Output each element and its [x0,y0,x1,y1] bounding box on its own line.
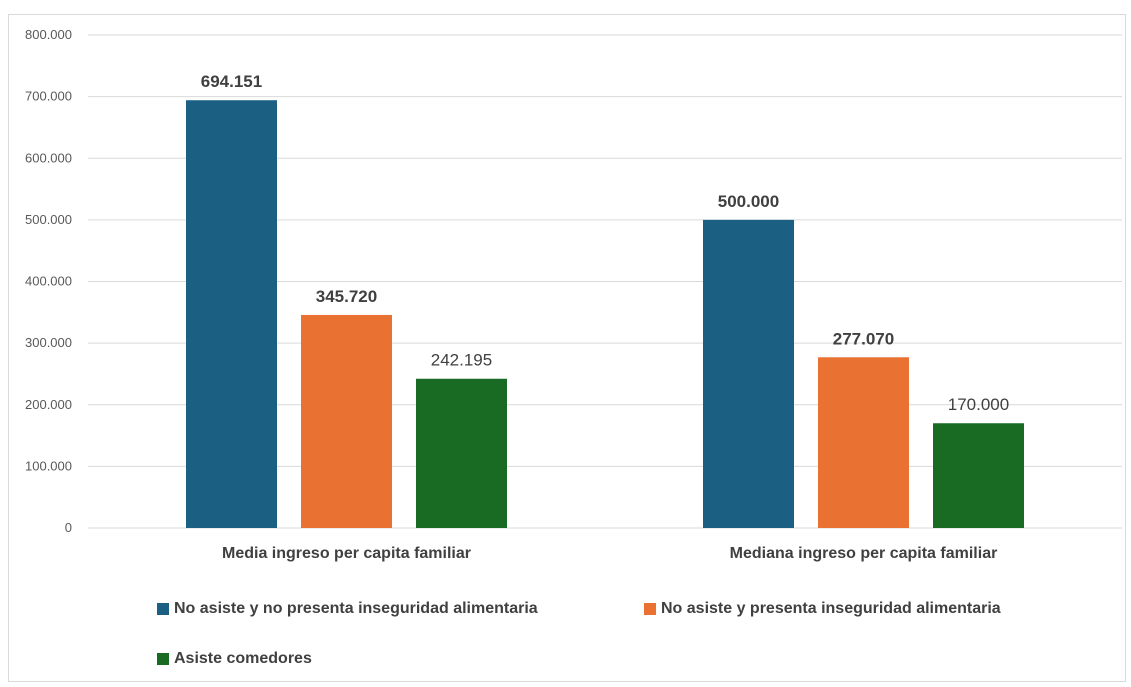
y-tick-label: 700.000 [25,89,72,104]
y-tick-label: 100.000 [25,458,72,473]
y-tick-label: 500.000 [25,212,72,227]
y-tick-label: 0 [65,520,72,535]
data-label: 277.070 [833,329,894,348]
x-category-label: Mediana ingreso per capita familiar [730,545,998,562]
y-tick-label: 200.000 [25,397,72,412]
y-tick-label: 600.000 [25,150,72,165]
data-label: 170.000 [948,395,1009,414]
y-tick-label: 800.000 [25,27,72,42]
bar [703,219,794,528]
bar [186,100,277,529]
data-label: 694.151 [201,72,262,91]
data-label: 242.195 [431,351,492,370]
y-tick-label: 300.000 [25,335,72,350]
bar [301,314,392,528]
data-label: 345.720 [316,287,377,306]
x-category-label: Media ingreso per capita familiar [222,545,471,562]
data-label: 500.000 [718,192,779,211]
bar [933,423,1024,528]
bar [416,378,507,528]
bar [818,357,909,528]
y-tick-label: 400.000 [25,274,72,289]
